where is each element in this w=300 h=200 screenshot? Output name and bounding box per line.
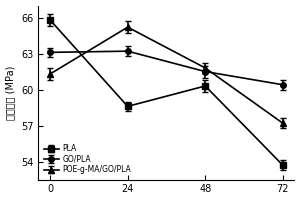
Legend: PLA, GO/PLA, POE-g-MA/GO/PLA: PLA, GO/PLA, POE-g-MA/GO/PLA (42, 143, 132, 176)
Y-axis label: 拉伸强度 (MPa): 拉伸强度 (MPa) (6, 65, 16, 120)
